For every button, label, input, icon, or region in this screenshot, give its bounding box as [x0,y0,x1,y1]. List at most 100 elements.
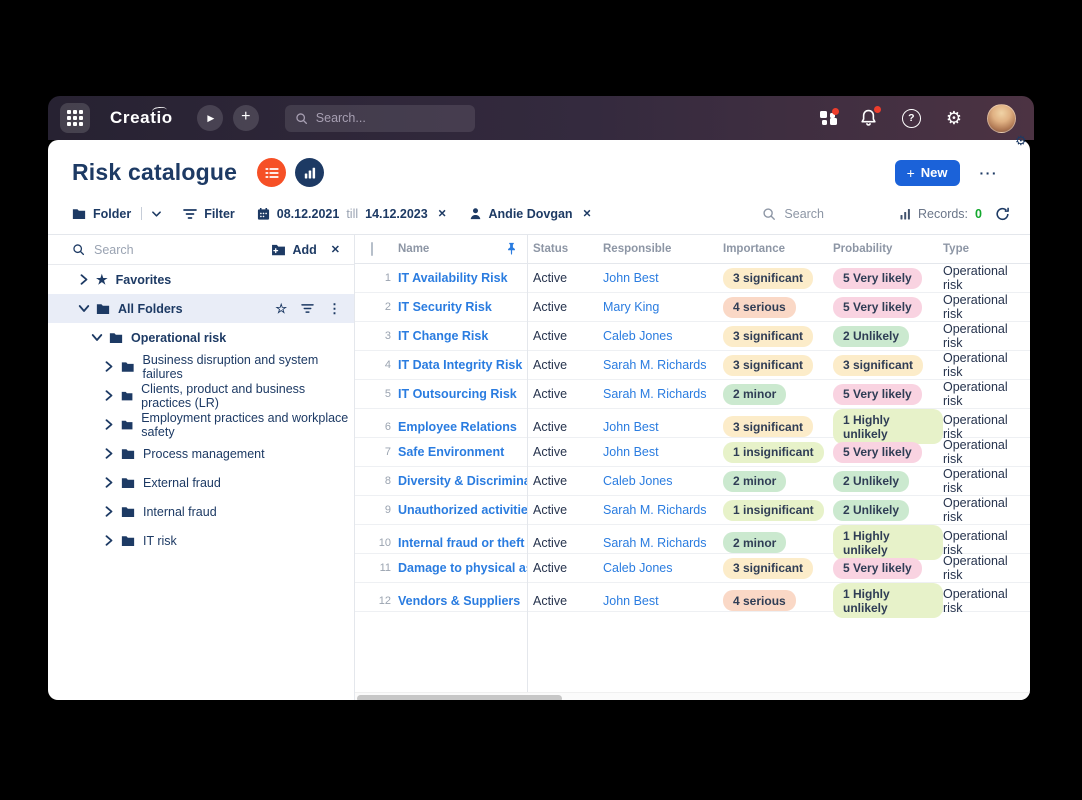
global-search-input[interactable]: Search... [284,104,475,132]
column-header-probability[interactable]: Probability [833,243,893,255]
responsible-link[interactable]: John Best [603,419,659,434]
risk-name-link[interactable]: Unauthorized activities [398,503,527,517]
tree-item[interactable]: Internal fraud [48,497,354,526]
tree-item[interactable]: External fraud [48,468,354,497]
workplaces-button[interactable] [820,107,839,126]
responsible-link[interactable]: John Best [603,445,659,459]
remove-owner-filter-icon[interactable]: ✕ [582,207,592,220]
table-row[interactable]: 1 IT Availability Risk Active John Best … [355,264,1030,293]
tree-item[interactable]: All Folders ☆ ⋮ [48,294,354,323]
help-button[interactable]: ? [901,108,921,128]
table-row[interactable]: 8 Diversity & Discrimination Active Cale… [355,467,1030,496]
table-row[interactable]: 12 Vendors & Suppliers Active John Best … [355,583,1030,618]
risk-name-link[interactable]: Damage to physical assets [398,561,527,575]
tree-item[interactable]: IT risk [48,526,354,555]
page-settings-gear-icon[interactable]: ⚙ [1015,133,1027,148]
chevron-icon[interactable] [105,535,113,546]
chevron-icon[interactable] [105,448,113,459]
risk-name-link[interactable]: IT Data Integrity Risk [398,358,523,372]
user-avatar[interactable] [987,103,1016,133]
responsible-link[interactable]: Caleb Jones [603,561,673,575]
quick-add-button[interactable]: + [232,105,259,131]
responsible-link[interactable]: Mary King [603,300,660,314]
horizontal-scrollbar[interactable] [355,692,1030,700]
risk-name-link[interactable]: IT Availability Risk [398,271,508,285]
risk-name-link[interactable]: Diversity & Discrimination [398,474,527,488]
column-header-importance[interactable]: Importance [723,243,785,255]
select-all-checkbox[interactable] [371,242,373,256]
tree-search-input[interactable]: Search [72,243,271,257]
chevron-icon[interactable] [105,506,113,517]
more-options-button[interactable]: ··· [974,164,1005,182]
responsible-link[interactable]: John Best [603,593,659,608]
date-range-filter-tag[interactable]: 08.12.2021 till 14.12.2023 ✕ [257,207,447,221]
tree-item[interactable]: Business disruption and system failures [48,352,354,381]
list-view-button[interactable] [257,158,287,187]
table-row[interactable]: 2 IT Security Risk Active Mary King 4 se… [355,293,1030,322]
pin-icon[interactable] [506,242,517,256]
responsible-link[interactable]: Sarah M. Richards [603,387,707,401]
table-row[interactable]: 4 IT Data Integrity Risk Active Sarah M.… [355,351,1030,380]
chevron-icon[interactable] [80,274,88,285]
risk-name-link[interactable]: IT Change Risk [398,329,489,343]
new-button[interactable]: + New [894,159,960,186]
tree-item[interactable]: Clients, product and business practices … [48,381,354,410]
notifications-button[interactable] [860,106,881,127]
table-row[interactable]: 7 Safe Environment Active John Best 1 in… [355,438,1030,467]
chevron-icon[interactable] [105,390,113,401]
folder-dropdown[interactable]: Folder [72,207,162,221]
table-row[interactable]: 10 Internal fraud or theft Active Sarah … [355,525,1030,560]
table-row[interactable]: 5 IT Outsourcing Risk Active Sarah M. Ri… [355,380,1030,409]
responsible-link[interactable]: John Best [603,271,659,285]
add-folder-button[interactable]: Add [271,243,317,257]
responsible-link[interactable]: Sarah M. Richards [603,503,707,517]
table-row[interactable]: 9 Unauthorized activities Active Sarah M… [355,496,1030,525]
app-launcher-button[interactable] [60,103,90,133]
responsible-link[interactable]: Caleb Jones [603,474,673,488]
close-tree-panel-icon[interactable]: ✕ [330,244,340,256]
column-header-responsible[interactable]: Responsible [603,243,672,255]
tree-item[interactable]: Operational risk [48,323,354,352]
remove-date-filter-icon[interactable]: ✕ [437,207,447,220]
chevron-icon[interactable] [105,419,113,430]
column-header-status[interactable]: Status [533,243,569,255]
chevron-icon[interactable] [78,303,90,314]
risk-name-link[interactable]: IT Security Risk [398,300,492,314]
owner-filter-tag[interactable]: Andie Dovgan ✕ [469,207,592,221]
table-search-input[interactable]: Search [762,207,824,221]
refresh-button[interactable] [995,207,1010,221]
chart-view-button[interactable] [295,158,325,187]
responsible-link[interactable]: Sarah M. Richards [603,535,707,550]
column-header-type[interactable]: Type [943,243,969,255]
chevron-icon[interactable] [91,332,103,343]
folder-icon [121,506,135,517]
risk-name-link[interactable]: Safe Environment [398,445,505,459]
filter-icon[interactable] [301,303,314,314]
folder-add-icon [272,244,286,255]
risk-name-link[interactable]: Internal fraud or theft [398,535,525,550]
risk-name-link[interactable]: IT Outsourcing Risk [398,387,517,401]
settings-button[interactable]: ⚙ [946,109,962,127]
importance-cell: 1 insignificant [723,499,833,521]
table-row[interactable]: 3 IT Change Risk Active Caleb Jones 3 si… [355,322,1030,351]
responsible-link[interactable]: Caleb Jones [603,329,673,343]
type-cell: Operational risk [943,293,1008,321]
bar-chart-icon [304,167,315,178]
kebab-menu-icon[interactable]: ⋮ [328,301,341,316]
tree-item[interactable]: ★ Favorites [48,265,354,294]
probability-badge: 2 Unlikely [833,325,910,347]
scrollbar-thumb[interactable] [357,694,562,700]
tree-item[interactable]: Employment practices and workplace safet… [48,410,354,439]
chevron-icon[interactable] [105,477,113,488]
tree-item[interactable]: Process management [48,439,354,468]
chevron-icon[interactable] [105,361,113,372]
filter-button[interactable]: Filter [183,207,235,221]
column-header-name[interactable]: Name [398,243,430,255]
responsible-link[interactable]: Sarah M. Richards [603,358,707,372]
run-process-button[interactable]: ▶ [196,105,223,131]
risk-name-link[interactable]: Employee Relations [398,419,517,434]
favorite-star-icon[interactable]: ☆ [275,301,287,316]
table-row[interactable]: 6 Employee Relations Active John Best 3 … [355,409,1030,444]
risk-name-link[interactable]: Vendors & Suppliers [398,593,521,608]
table-row[interactable]: 11 Damage to physical assets Active Cale… [355,554,1030,583]
